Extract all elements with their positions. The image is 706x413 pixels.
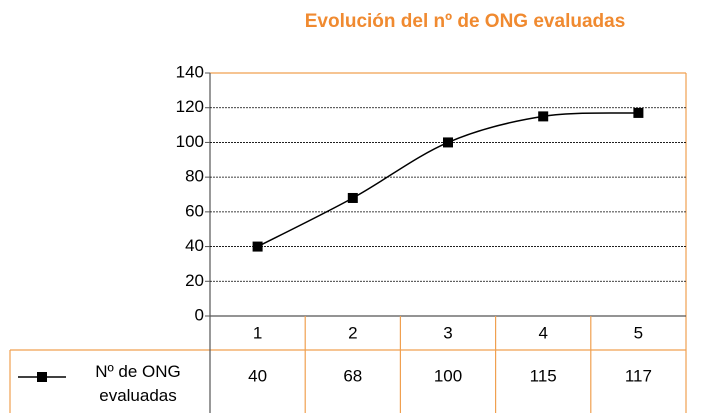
y-tick-label: 80 bbox=[185, 167, 204, 186]
y-tick-label: 40 bbox=[185, 236, 204, 255]
x-tick-label: 2 bbox=[348, 323, 357, 342]
marker bbox=[252, 241, 263, 252]
line bbox=[257, 112, 639, 248]
x-tick-label: 3 bbox=[443, 323, 452, 342]
marker bbox=[443, 137, 453, 148]
y-tick-label: 0 bbox=[195, 305, 204, 324]
table-value: 117 bbox=[625, 366, 652, 385]
y-tick-label: 60 bbox=[185, 201, 204, 220]
y-tick-label: 20 bbox=[185, 271, 204, 290]
y-tick-label: 140 bbox=[176, 62, 204, 81]
x-tick-label: 1 bbox=[253, 323, 262, 342]
table-value: 115 bbox=[530, 366, 557, 385]
marker bbox=[633, 107, 644, 118]
y-tick-label: 100 bbox=[176, 132, 204, 151]
table-value: 40 bbox=[248, 366, 267, 385]
x-tick-label: 5 bbox=[634, 323, 643, 342]
legend-marker bbox=[37, 372, 47, 382]
marker bbox=[347, 192, 358, 203]
table-value: 68 bbox=[343, 366, 362, 385]
chart-title: Evolución del nº de ONG evaluadas bbox=[305, 11, 626, 32]
legend-label: Nº de ONG evaluadas bbox=[95, 362, 181, 405]
table-value: 100 bbox=[434, 366, 462, 385]
x-tick-label: 4 bbox=[538, 323, 547, 342]
marker bbox=[538, 111, 549, 122]
y-tick-label: 120 bbox=[176, 97, 204, 116]
data-table bbox=[9, 72, 687, 413]
